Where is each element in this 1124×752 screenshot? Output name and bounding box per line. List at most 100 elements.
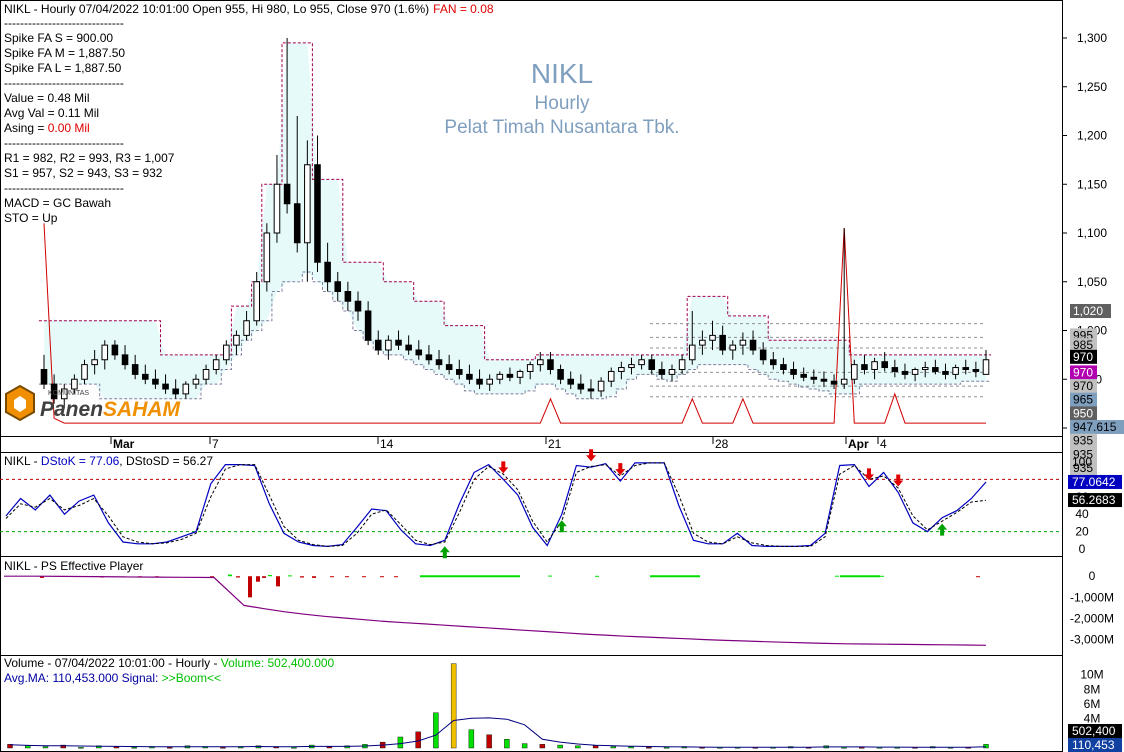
info-line-1: Spike FA S = 900.00 [4, 31, 113, 45]
sell-arrow-icon [615, 463, 626, 476]
ps-bar [236, 576, 240, 578]
candle [486, 374, 493, 391]
info-line-5: Value = 0.48 Mil [4, 91, 90, 105]
candle-body [40, 369, 48, 385]
price-tag: 970 [1070, 379, 1097, 394]
volume-bar [983, 744, 989, 749]
price-tag-bg [1070, 420, 1124, 435]
sell-arrow-icon [893, 474, 904, 487]
candle-body [152, 378, 159, 385]
candle [820, 371, 828, 388]
candle-body [668, 369, 676, 375]
x-tick-label: 14 [380, 437, 394, 451]
price-tag-label: 965 [1073, 393, 1093, 407]
volume-bar [25, 745, 31, 749]
stoch-title-sd: , DStoSD = 56.27 [119, 454, 213, 468]
watermark-company: Pelat Timah Nusantara Tbk. [444, 117, 679, 138]
candle [142, 364, 149, 385]
volume-avg-tag-bg [1068, 738, 1122, 752]
ps-bar [880, 575, 884, 577]
candle-body [840, 378, 848, 385]
candle [557, 364, 564, 385]
price-tag-bg [1070, 349, 1097, 364]
candle [415, 340, 423, 360]
candle [577, 374, 585, 394]
ps-bar [288, 575, 292, 577]
band-fill [44, 42, 986, 399]
candle-body [770, 359, 777, 366]
candle-body [749, 339, 757, 351]
volume-y-label: 8M [1084, 682, 1101, 696]
candle [111, 340, 119, 360]
candle-body [314, 164, 321, 263]
ps-bar [300, 576, 304, 578]
volume-signal: >>Boom<< [162, 671, 221, 685]
candle-body [476, 378, 483, 385]
candle [506, 367, 514, 382]
candle-body [830, 380, 838, 385]
candle [658, 361, 666, 380]
candle-body [952, 367, 959, 375]
candle-body [395, 339, 402, 346]
candle-body [415, 349, 423, 356]
stoch-title: NIKL - DStoK = 77.06, DStoSD = 56.27 [4, 454, 213, 468]
header-ticker: NIKL [4, 2, 31, 16]
candle [91, 350, 98, 375]
stoch-sd-tag-bg [1068, 493, 1122, 508]
volume-title-volume: Volume: 502,400.000 [221, 656, 335, 670]
ps-bar [394, 576, 398, 578]
volume-bar [521, 743, 528, 749]
price-tag-bg [1070, 433, 1097, 448]
volume-bar [167, 747, 173, 749]
logo-text-panen: Panen [40, 398, 103, 421]
info-line-9: R1 = 982, R2 = 993, R3 = 1,007 [4, 151, 175, 165]
price-tag: 950 [1070, 406, 1097, 421]
candle [759, 342, 767, 365]
candle-body [648, 359, 656, 370]
candle [496, 371, 504, 385]
candle-body [101, 344, 109, 361]
volume-bar [397, 736, 404, 749]
price-tag-bg [1070, 365, 1097, 380]
candle-body [739, 339, 747, 346]
info-line-13: STO = Up [4, 211, 58, 225]
candle [476, 369, 483, 389]
ps-panel[interactable] [0, 556, 1063, 656]
stoch-panel[interactable] [0, 452, 1063, 557]
candle [780, 357, 787, 375]
candle [152, 369, 159, 389]
candle-body [709, 334, 716, 341]
candle [324, 242, 331, 292]
ps-bar [976, 576, 980, 578]
candle [131, 354, 139, 380]
candle-body [891, 367, 899, 372]
volume-panel[interactable] [0, 655, 1063, 752]
watermark-interval: Hourly [535, 93, 590, 114]
x-tick-label: 28 [715, 437, 729, 451]
logo-text-saham: SAHAM [103, 398, 181, 421]
candle [354, 291, 362, 321]
price-tag: 935 [1070, 460, 1097, 475]
x-tick-label: Mar [113, 437, 135, 451]
price-layer [38, 38, 992, 424]
candle-body [921, 367, 929, 370]
candle [233, 330, 240, 355]
candle [840, 228, 848, 389]
buy-arrow-icon [439, 546, 450, 559]
candle-body [253, 281, 260, 322]
candle-body [780, 364, 787, 370]
candle [891, 359, 899, 378]
volume-bar [468, 729, 475, 749]
candle-body [577, 383, 585, 390]
volume-bar [539, 744, 546, 749]
candle [516, 369, 524, 385]
candle [182, 381, 190, 399]
candle [688, 311, 696, 365]
ps-bar [40, 576, 44, 578]
panensaham-logo: KOMUNITAS PanenSAHAM [5, 384, 181, 422]
candle [800, 367, 807, 382]
lower-band-line [38, 271, 992, 400]
candle-body [273, 183, 281, 234]
